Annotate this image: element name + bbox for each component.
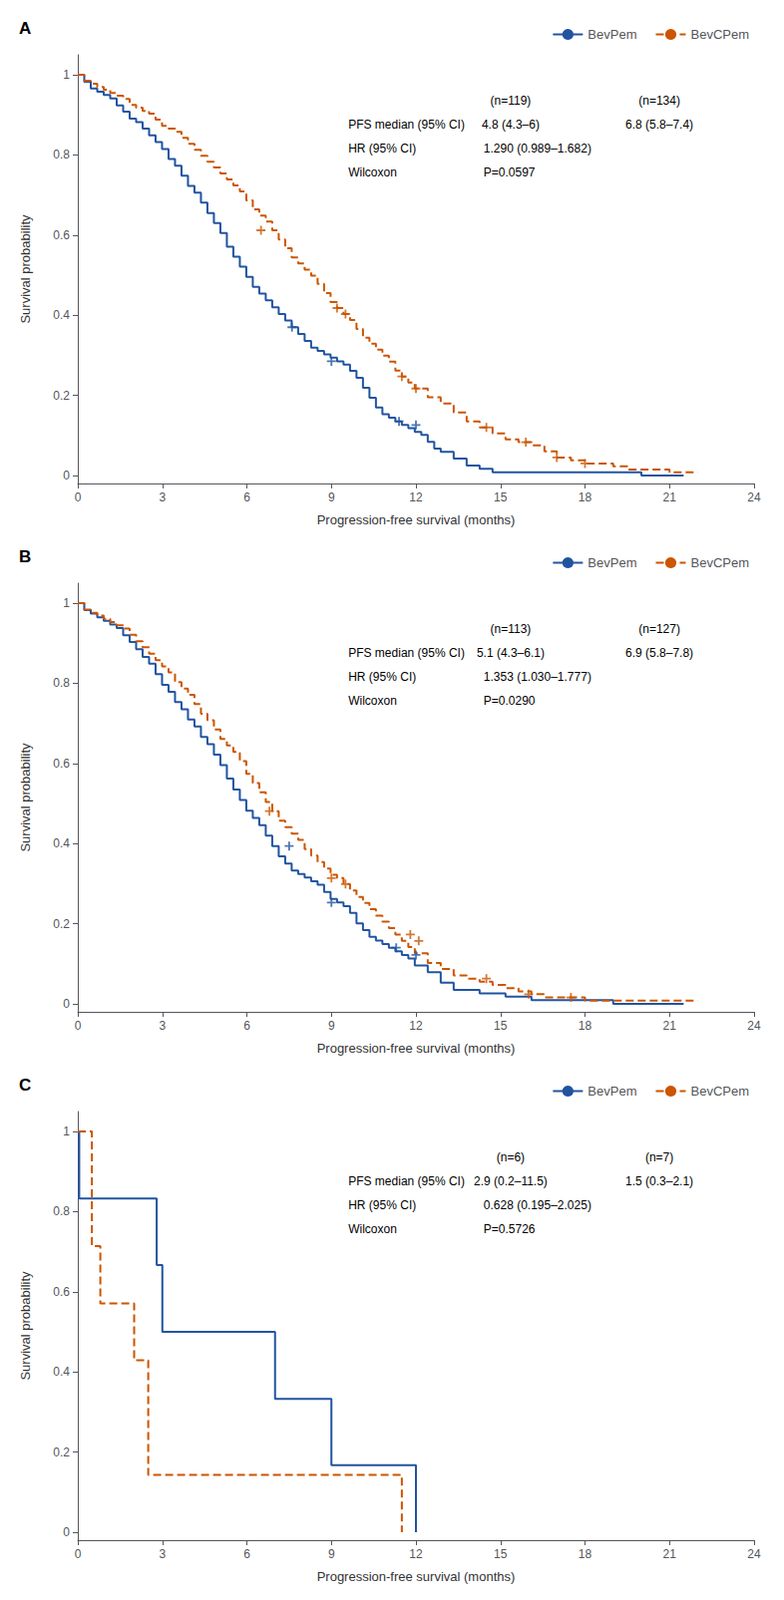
svg-text:12: 12: [408, 1019, 423, 1034]
svg-text:0.6: 0.6: [52, 228, 70, 243]
svg-text:Wilcoxon: Wilcoxon: [348, 694, 397, 709]
svg-text:0.8: 0.8: [52, 147, 70, 162]
svg-text:24: 24: [747, 1019, 762, 1034]
svg-text:Wilcoxon: Wilcoxon: [348, 165, 397, 180]
svg-text:3: 3: [158, 1019, 166, 1034]
svg-text:PFS median (95% CI): PFS median (95% CI): [348, 1175, 465, 1189]
svg-text:0.2: 0.2: [52, 389, 70, 403]
svg-text:P=0.0597: P=0.0597: [483, 165, 536, 180]
svg-text:9: 9: [328, 1548, 336, 1563]
svg-text:21: 21: [663, 490, 678, 505]
svg-text:1.5 (0.3–2.1): 1.5 (0.3–2.1): [625, 1175, 694, 1189]
svg-text:(n=6): (n=6): [496, 1151, 525, 1166]
svg-text:BevPem: BevPem: [587, 26, 637, 42]
svg-text:4.8 (4.3–6): 4.8 (4.3–6): [481, 117, 540, 132]
svg-text:Progression-free survival (mon: Progression-free survival (months): [317, 1041, 516, 1057]
svg-text:A: A: [18, 18, 31, 38]
svg-text:Survival probability: Survival probability: [17, 1271, 33, 1382]
svg-text:BevCPem: BevCPem: [690, 555, 750, 571]
svg-text:Survival probability: Survival probability: [17, 743, 33, 853]
svg-text:0: 0: [62, 997, 70, 1012]
svg-text:21: 21: [663, 1548, 678, 1563]
svg-text:2.9 (0.2–11.5): 2.9 (0.2–11.5): [473, 1175, 548, 1189]
svg-text:6: 6: [243, 1548, 251, 1563]
svg-text:3: 3: [158, 490, 166, 505]
svg-text:15: 15: [493, 1548, 508, 1563]
svg-text:0.4: 0.4: [52, 308, 70, 323]
svg-text:0.2: 0.2: [52, 917, 70, 932]
svg-text:0.4: 0.4: [52, 1365, 70, 1380]
svg-text:(n=127): (n=127): [638, 622, 681, 637]
svg-text:12: 12: [408, 490, 423, 505]
svg-text:BevCPem: BevCPem: [690, 1084, 750, 1100]
svg-text:0.2: 0.2: [52, 1446, 70, 1461]
svg-text:PFS median (95% CI): PFS median (95% CI): [348, 117, 465, 132]
svg-text:24: 24: [747, 1548, 762, 1563]
svg-text:1: 1: [62, 1125, 70, 1140]
svg-text:0: 0: [62, 1526, 70, 1541]
svg-text:21: 21: [663, 1019, 678, 1034]
svg-text:12: 12: [408, 1548, 423, 1563]
svg-text:0.8: 0.8: [52, 1204, 70, 1219]
svg-text:18: 18: [578, 490, 593, 505]
svg-text:(n=113): (n=113): [490, 622, 532, 637]
svg-text:9: 9: [328, 1019, 336, 1034]
svg-text:6.8 (5.8–7.4): 6.8 (5.8–7.4): [625, 117, 694, 132]
svg-text:BevPem: BevPem: [587, 1084, 637, 1100]
svg-text:1.290 (0.989–1.682): 1.290 (0.989–1.682): [483, 141, 592, 156]
svg-text:B: B: [18, 547, 31, 567]
svg-text:(n=7): (n=7): [645, 1151, 674, 1166]
svg-text:HR (95% CI): HR (95% CI): [348, 1198, 416, 1213]
svg-text:1.353 (1.030–1.777): 1.353 (1.030–1.777): [483, 670, 592, 685]
svg-text:0.6: 0.6: [52, 757, 70, 772]
svg-text:24: 24: [747, 490, 762, 505]
svg-text:1: 1: [62, 67, 70, 82]
svg-text:(n=134): (n=134): [638, 93, 681, 108]
svg-text:Wilcoxon: Wilcoxon: [348, 1222, 397, 1237]
svg-text:0: 0: [62, 468, 70, 483]
svg-text:5.1 (4.3–6.1): 5.1 (4.3–6.1): [476, 646, 545, 661]
svg-text:3: 3: [158, 1548, 166, 1563]
svg-text:6: 6: [243, 1019, 251, 1034]
svg-text:Progression-free survival (mon: Progression-free survival (months): [317, 1569, 516, 1585]
svg-text:0.4: 0.4: [52, 836, 70, 851]
svg-text:BevPem: BevPem: [587, 555, 637, 571]
svg-text:15: 15: [493, 490, 508, 505]
svg-text:0.8: 0.8: [52, 676, 70, 691]
svg-text:BevCPem: BevCPem: [690, 26, 750, 42]
svg-text:0.6: 0.6: [52, 1285, 70, 1300]
svg-text:18: 18: [578, 1019, 593, 1034]
svg-text:9: 9: [328, 490, 336, 505]
svg-text:PFS median (95% CI): PFS median (95% CI): [348, 646, 465, 661]
svg-text:Progression-free survival (mon: Progression-free survival (months): [317, 512, 516, 528]
svg-text:P=0.5726: P=0.5726: [483, 1222, 536, 1237]
svg-text:0: 0: [74, 490, 82, 505]
svg-text:Survival probability: Survival probability: [17, 214, 33, 325]
svg-text:15: 15: [493, 1019, 508, 1034]
svg-text:HR (95% CI): HR (95% CI): [348, 670, 416, 685]
svg-text:0.628 (0.195–2.025): 0.628 (0.195–2.025): [483, 1198, 592, 1213]
svg-text:C: C: [18, 1076, 31, 1096]
svg-text:0: 0: [74, 1548, 82, 1563]
svg-text:0: 0: [74, 1019, 82, 1034]
svg-text:6: 6: [243, 490, 251, 505]
svg-text:P=0.0290: P=0.0290: [483, 694, 536, 709]
svg-text:HR (95% CI): HR (95% CI): [348, 141, 416, 156]
svg-text:(n=119): (n=119): [490, 93, 532, 108]
svg-text:1: 1: [62, 596, 70, 611]
svg-text:18: 18: [578, 1548, 593, 1563]
svg-text:6.9 (5.8–7.8): 6.9 (5.8–7.8): [625, 646, 694, 661]
